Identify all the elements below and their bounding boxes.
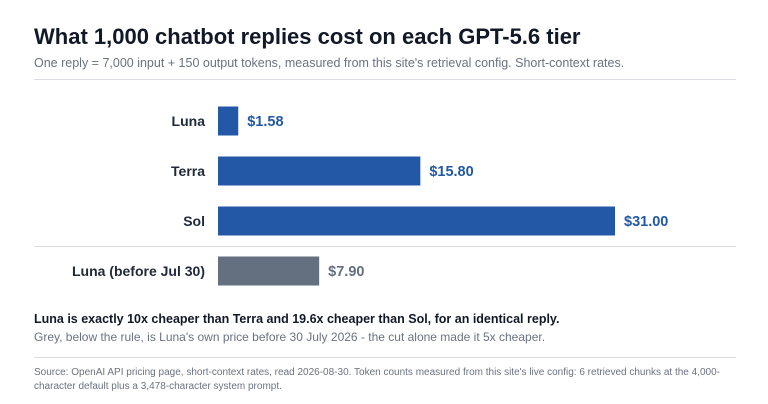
previous-price-divider <box>34 246 736 247</box>
value-label: $1.58 <box>247 114 283 130</box>
bar-terra <box>218 156 421 186</box>
value-label: $7.90 <box>328 264 364 280</box>
bar-luna-before-jul-30 <box>218 256 320 286</box>
value-label: $15.80 <box>429 164 473 180</box>
value-label: $31.00 <box>624 214 668 230</box>
bar-chart: Luna $1.58 Terra $15.80 Sol $31.00 Luna (befor… <box>72 106 668 286</box>
category-label: Terra <box>171 163 205 179</box>
bar-sol <box>218 206 615 236</box>
source-divider <box>34 357 736 358</box>
chart-title: What 1,000 chatbot replies cost on each … <box>34 24 581 49</box>
grey-bar-note: Grey, below the rule, is Luna's own pric… <box>34 330 546 344</box>
category-label: Luna (before Jul 30) <box>72 263 205 279</box>
top-divider <box>34 79 736 80</box>
category-label: Sol <box>183 213 205 229</box>
chart-subtitle: One reply = 7,000 input + 150 output tok… <box>34 56 625 70</box>
source-note: Source: OpenAI API pricing page, short-c… <box>34 367 720 392</box>
category-label: Luna <box>172 113 206 129</box>
key-takeaway: Luna is exactly 10x cheaper than Terra a… <box>34 312 560 326</box>
bar-luna <box>218 106 239 136</box>
